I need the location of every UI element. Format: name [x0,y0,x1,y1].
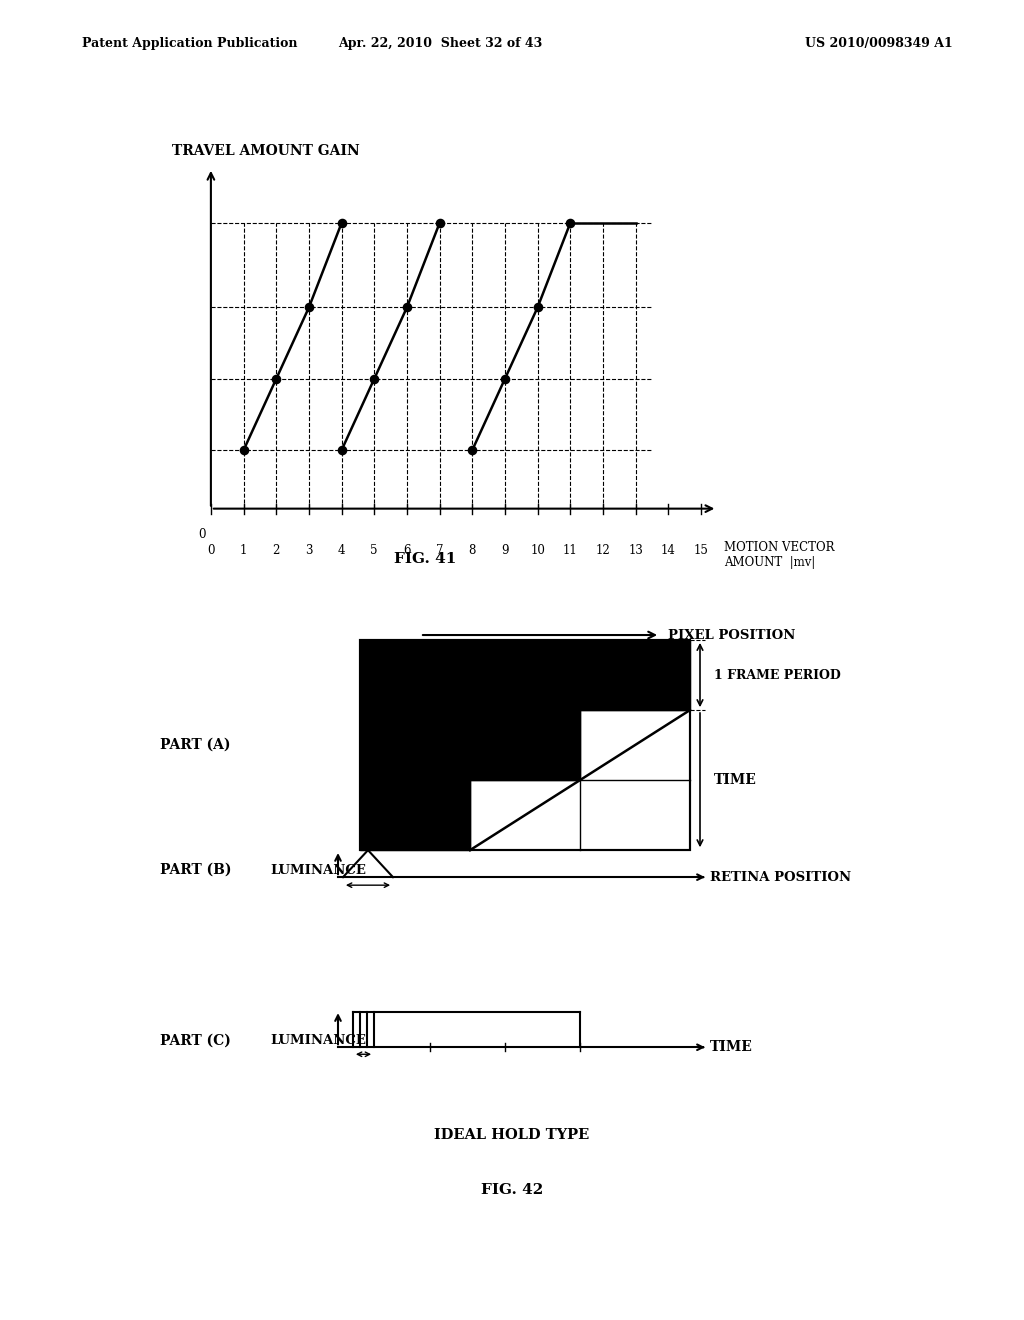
Point [562,213,579,234]
Point [301,297,317,318]
Text: PART (A): PART (A) [160,738,230,752]
Text: TIME: TIME [714,774,757,787]
Text: FIG. 42: FIG. 42 [481,1183,543,1197]
Point [268,368,285,389]
Polygon shape [360,640,690,850]
Point [431,213,447,234]
Text: 1 FRAME PERIOD: 1 FRAME PERIOD [714,668,841,681]
Point [334,440,350,461]
Bar [360,640,690,850]
Text: Apr. 22, 2010  Sheet 32 of 43: Apr. 22, 2010 Sheet 32 of 43 [338,37,543,50]
Text: MOTION VECTOR
AMOUNT  |mv|: MOTION VECTOR AMOUNT |mv| [724,541,835,569]
Text: TRAVEL AMOUNT GAIN: TRAVEL AMOUNT GAIN [172,144,359,158]
Point [334,213,350,234]
Text: PART (C): PART (C) [160,1034,230,1047]
Bar [360,640,690,850]
Text: Patent Application Publication: Patent Application Publication [82,37,297,50]
Text: IDEAL HOLD TYPE: IDEAL HOLD TYPE [434,1129,590,1142]
Point [529,297,546,318]
Text: FIG. 41: FIG. 41 [394,552,456,566]
Point [497,368,513,389]
Point [366,368,382,389]
Point [464,440,480,461]
Text: US 2010/0098349 A1: US 2010/0098349 A1 [805,37,952,50]
Text: PIXEL POSITION: PIXEL POSITION [668,628,796,642]
Text: LUMINANCE: LUMINANCE [270,1034,366,1047]
Text: LUMINANCE: LUMINANCE [270,863,366,876]
Text: RETINA POSITION: RETINA POSITION [710,871,851,883]
Text: TIME: TIME [710,1040,753,1055]
Point [398,297,415,318]
Point [236,440,252,461]
Text: PART (B): PART (B) [160,863,231,878]
Text: 0: 0 [199,528,206,541]
